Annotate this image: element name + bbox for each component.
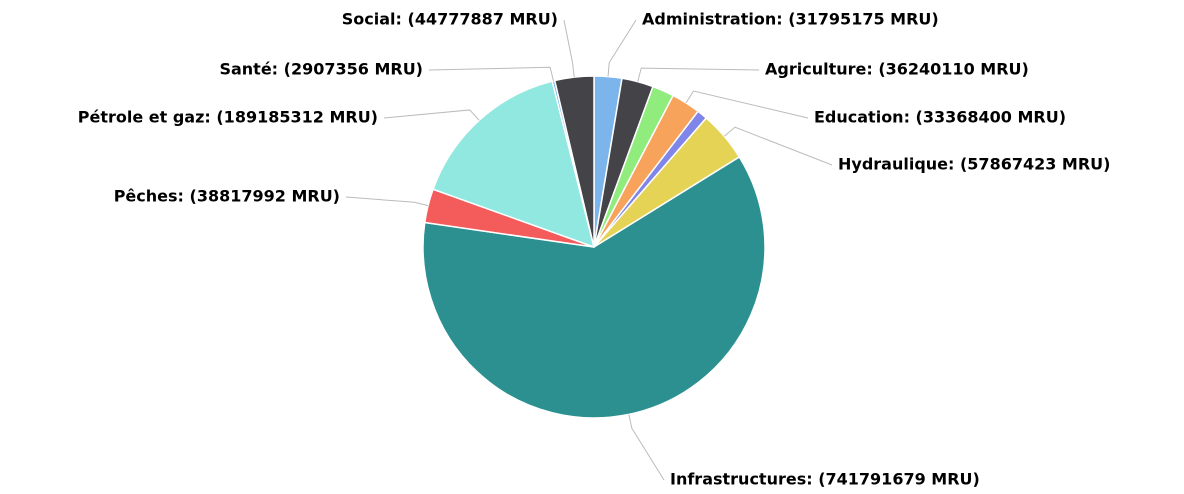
data-label: Pétrole et gaz: (189185312 MRU) <box>78 108 378 127</box>
data-label: Santé: (2907356 MRU) <box>219 60 423 79</box>
connector <box>723 126 833 166</box>
data-label: Social: (44777887 MRU) <box>342 10 558 29</box>
connector <box>685 90 809 119</box>
connector <box>607 19 637 77</box>
data-label: Pêches: (38817992 MRU) <box>114 187 340 206</box>
connector <box>345 196 429 207</box>
pie-slice <box>432 80 595 248</box>
data-label: Hydraulique: (57867423 MRU) <box>838 155 1110 174</box>
connector <box>628 414 665 481</box>
data-label: Administration: (31795175 MRU) <box>642 10 939 29</box>
connector <box>428 66 554 81</box>
connector <box>563 19 575 78</box>
data-label: Agriculture: (36240110 MRU) <box>765 60 1029 79</box>
data-label: Education: (33368400 MRU) <box>814 108 1066 127</box>
connector <box>383 109 480 121</box>
connector <box>637 67 760 82</box>
data-label: Infrastructures: (741791679 MRU) <box>670 470 980 489</box>
pie-slice <box>422 156 766 419</box>
